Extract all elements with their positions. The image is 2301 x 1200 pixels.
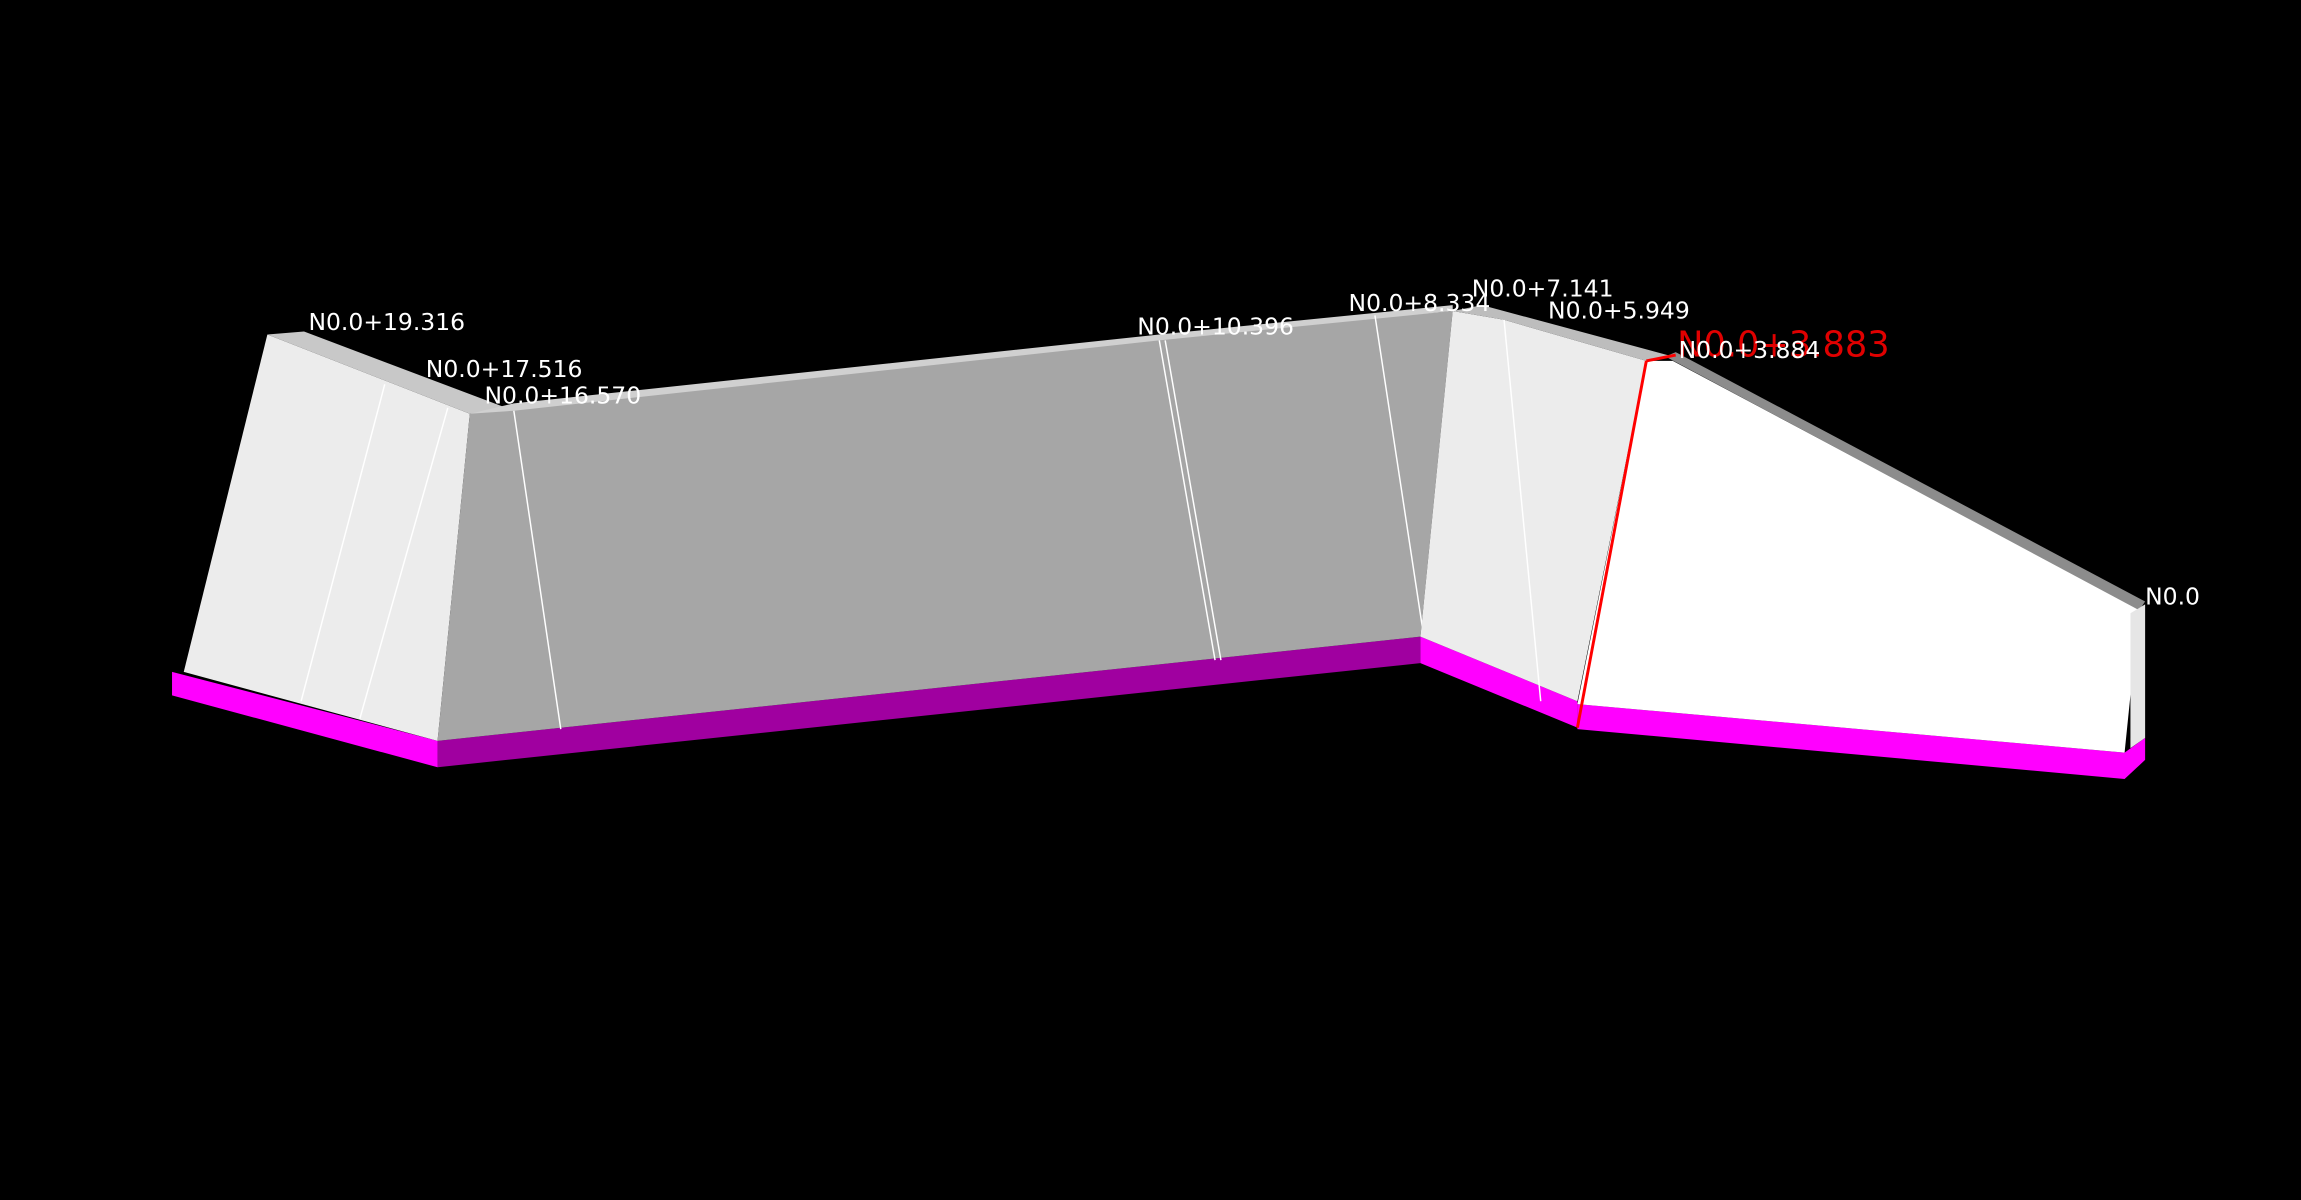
station-label: N0.0+3.884 [1679,336,1821,364]
wall-top [469,305,1453,414]
section-line [300,384,386,702]
station-label: N0.0+7.141 [1472,274,1614,302]
selected-section[interactable] [1575,360,1648,728]
wall-face [1577,360,2140,753]
station-label: N0.0+10.396 [1137,312,1294,340]
wall-face [1420,311,1647,702]
wall-top [1452,305,1673,361]
section-line [359,407,449,720]
selected-section[interactable] [1646,353,1676,363]
station-label: N0.0+16.570 [484,381,641,409]
station-label: N0.0+19.316 [308,308,465,336]
station-label: N0.0+5.949 [1548,296,1690,324]
wall-top [267,331,514,414]
base-slab [1420,636,1578,728]
base-slab [172,671,438,768]
section-line [1164,340,1222,661]
wall-top [1665,352,2146,611]
section-line [1158,340,1216,661]
station-label: N0.0+17.516 [426,355,583,383]
station-label: N0.0+8.334 [1349,289,1491,317]
base-slab [1577,704,2146,779]
section-line [1503,319,1542,702]
selected-station-label[interactable]: N0.0+3.883 [1677,324,1889,365]
wall-end [2130,604,2146,749]
section-line [1374,315,1425,634]
base-slab [437,636,1421,768]
wall-face [437,311,1453,741]
section-line [513,410,562,730]
wall-face [183,334,470,741]
station-label: N0.0 [2145,582,2200,610]
